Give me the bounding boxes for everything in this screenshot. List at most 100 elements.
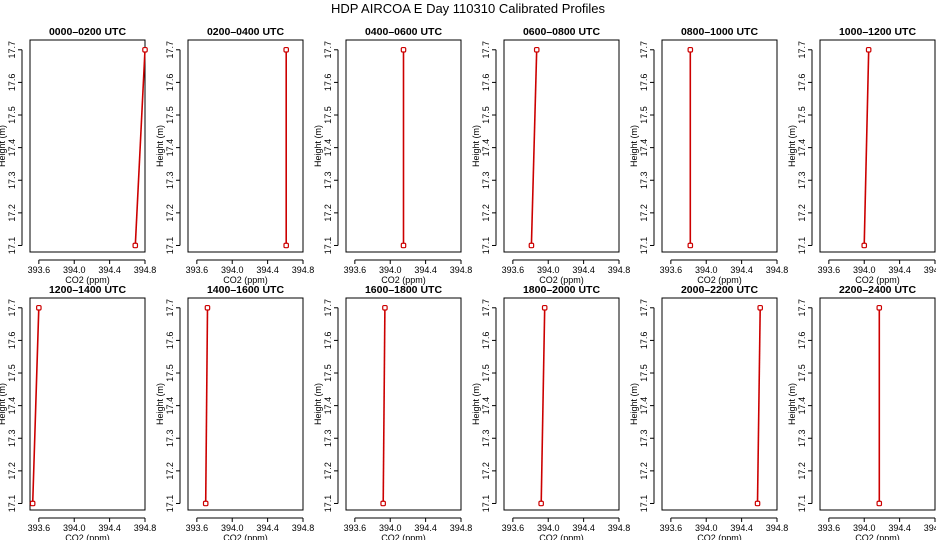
panel-3: 0600–0800 UTC 393.6 394.0 394.4 394.8 CO2 (pp…	[471, 26, 630, 285]
y-tick-label: 17.4	[797, 139, 807, 157]
y-tick-label: 17.2	[797, 204, 807, 222]
panel-title: 2000–2200 UTC	[681, 284, 758, 296]
y-tick-label: 17.4	[481, 139, 491, 157]
x-tick-label: 393.6	[660, 265, 683, 275]
profile-point	[380, 500, 386, 507]
y-tick-label: 17.2	[7, 462, 17, 480]
y-tick-label: 17.5	[7, 106, 17, 124]
x-tick-label: 394.0	[63, 265, 86, 275]
profile-line	[530, 49, 538, 246]
y-tick-label: 17.7	[481, 41, 491, 59]
x-tick-label: 393.6	[28, 265, 51, 275]
panel-title: 0200–0400 UTC	[207, 26, 284, 38]
x-tick-label: 394.4	[414, 265, 437, 275]
profile-point	[400, 46, 407, 53]
profile-point	[538, 500, 544, 507]
x-axis-label: CO2 (ppm)	[381, 275, 426, 285]
y-tick-label: 17.3	[481, 429, 491, 447]
y-tick-label: 17.5	[323, 364, 333, 382]
y-tick-label: 17.5	[165, 364, 175, 382]
y-tick-label: 17.6	[481, 332, 491, 350]
y-tick-label: 17.2	[639, 462, 649, 480]
x-axis-label: CO2 (ppm)	[223, 533, 268, 540]
x-tick-label: 393.6	[818, 523, 841, 533]
y-tick-label: 17.7	[481, 299, 491, 317]
y-tick-label: 17.1	[639, 495, 649, 513]
y-tick-label: 17.5	[7, 364, 17, 382]
x-tick-label: 394.8	[766, 265, 789, 275]
x-tick-label: 394.4	[98, 523, 121, 533]
y-tick-label: 17.1	[481, 237, 491, 255]
panel-9: 1800–2000 UTC 393.6 394.0 394.4 394.8 CO2 (pp…	[471, 284, 630, 540]
y-tick-label: 17.6	[323, 332, 333, 350]
profile-point	[533, 46, 540, 53]
y-axis-label: Height (m)	[0, 125, 7, 167]
x-tick-label: 394.8	[608, 265, 631, 275]
panel-0: 0000–0200 UTC 393.6 394.0 394.4 394.8 CO2 (pp…	[0, 26, 156, 285]
y-tick-label: 17.1	[7, 237, 17, 255]
y-tick-label: 17.4	[323, 139, 333, 157]
x-tick-label: 394.8	[134, 265, 157, 275]
x-tick-label: 394.8	[924, 523, 936, 533]
x-tick-label: 393.6	[660, 523, 683, 533]
y-tick-label: 17.2	[323, 462, 333, 480]
x-tick-label: 394.0	[537, 523, 560, 533]
x-tick-label: 394.4	[888, 265, 911, 275]
x-axis-label: CO2 (ppm)	[539, 533, 584, 540]
panel-10: 2000–2200 UTC 393.6 394.0 394.4 394.8 CO2 (pp…	[629, 284, 788, 540]
profile-point	[29, 500, 36, 507]
x-tick-label: 394.4	[572, 265, 595, 275]
x-axis-label: CO2 (ppm)	[697, 533, 742, 540]
y-tick-label: 17.1	[797, 237, 807, 255]
profile-point	[865, 46, 872, 53]
y-axis-label: Height (m)	[155, 383, 165, 425]
profile-line	[134, 49, 146, 246]
y-tick-label: 17.7	[797, 41, 807, 59]
y-tick-label: 17.2	[165, 204, 175, 222]
y-tick-label: 17.3	[797, 429, 807, 447]
profile-line	[204, 307, 209, 504]
y-tick-label: 17.6	[323, 74, 333, 92]
x-tick-label: 394.8	[450, 265, 473, 275]
x-axis-label: CO2 (ppm)	[223, 275, 268, 285]
x-tick-label: 394.8	[766, 523, 789, 533]
plot-frame	[819, 297, 936, 511]
y-tick-label: 17.2	[481, 462, 491, 480]
panel-4: 0800–1000 UTC 393.6 394.0 394.4 394.8 CO2 (pp…	[629, 26, 788, 285]
panel-title: 1800–2000 UTC	[523, 284, 600, 296]
y-tick-label: 17.4	[323, 397, 333, 415]
y-tick-label: 17.3	[165, 429, 175, 447]
x-tick-label: 394.4	[730, 265, 753, 275]
y-tick-label: 17.3	[797, 171, 807, 189]
y-tick-label: 17.6	[797, 74, 807, 92]
x-tick-label: 394.8	[450, 523, 473, 533]
y-tick-label: 17.3	[639, 171, 649, 189]
panel-title: 0800–1000 UTC	[681, 26, 758, 38]
x-tick-label: 394.8	[292, 523, 315, 533]
y-tick-label: 17.6	[7, 332, 17, 350]
y-tick-label: 17.6	[797, 332, 807, 350]
profile-point	[382, 304, 388, 311]
y-axis-label: Height (m)	[471, 383, 481, 425]
y-tick-label: 17.7	[323, 41, 333, 59]
profile-point	[400, 242, 407, 249]
main-title: HDP AIRCOA E Day 110310 Calibrated Profi…	[331, 1, 606, 16]
y-tick-label: 17.7	[7, 299, 17, 317]
y-tick-label: 17.3	[639, 429, 649, 447]
y-tick-label: 17.5	[639, 364, 649, 382]
x-tick-label: 394.4	[888, 523, 911, 533]
x-tick-label: 394.4	[414, 523, 437, 533]
profile-point	[142, 46, 148, 53]
y-tick-label: 17.6	[639, 332, 649, 350]
x-axis-label: CO2 (ppm)	[381, 533, 426, 540]
panel-title: 1000–1200 UTC	[839, 26, 916, 38]
y-tick-label: 17.1	[481, 495, 491, 513]
y-tick-label: 17.1	[323, 495, 333, 513]
profile-point	[687, 242, 694, 249]
y-tick-label: 17.2	[323, 204, 333, 222]
x-tick-label: 394.0	[853, 523, 876, 533]
y-tick-label: 17.1	[7, 495, 17, 513]
x-tick-label: 394.4	[98, 265, 121, 275]
x-tick-label: 394.0	[379, 265, 402, 275]
